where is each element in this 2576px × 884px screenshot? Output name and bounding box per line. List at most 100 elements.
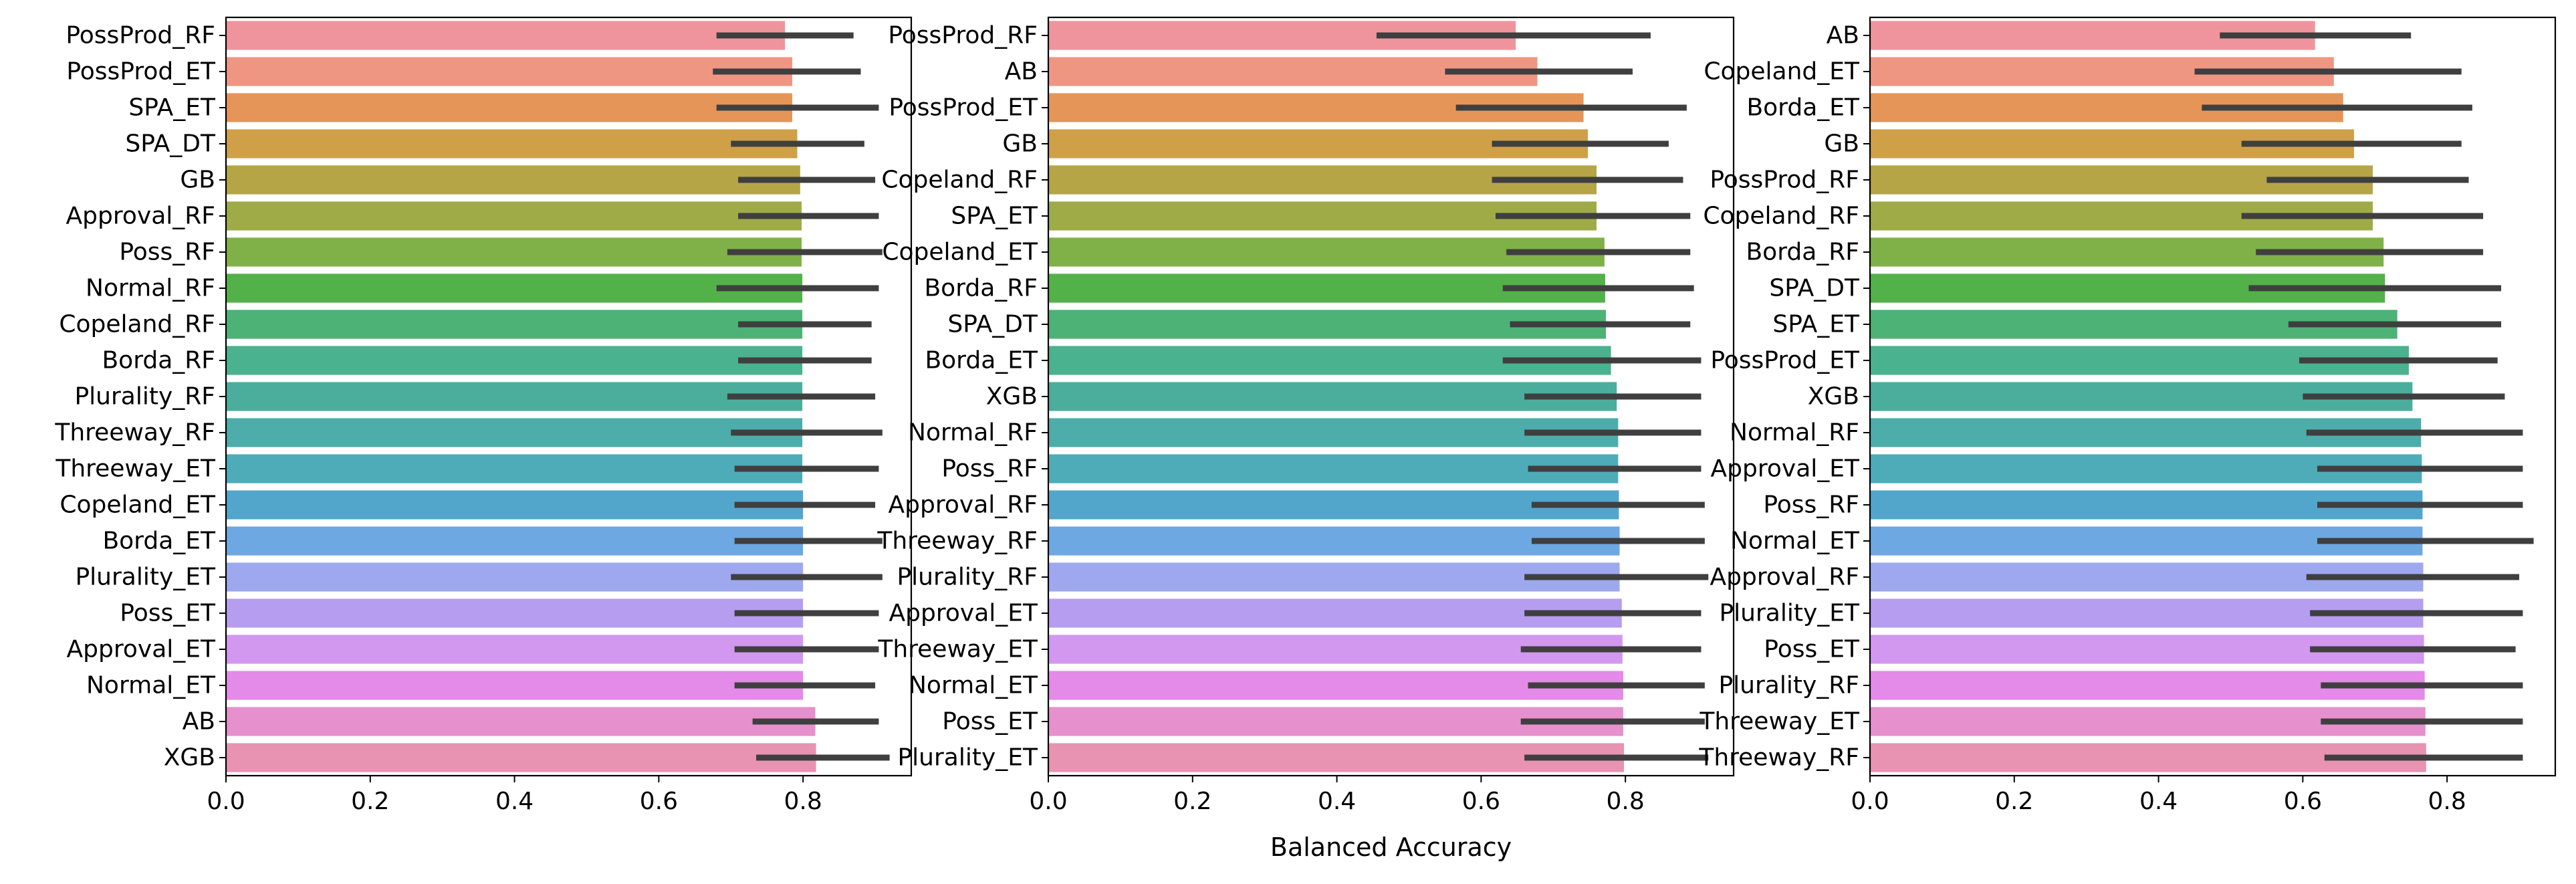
- category-label: SPA_DT: [947, 311, 1038, 338]
- category-label: Plurality_RF: [74, 383, 215, 411]
- category-label: GB: [1002, 130, 1038, 158]
- category-label: XGB: [164, 744, 215, 772]
- bar-normal-rf: [226, 273, 803, 303]
- category-label: Normal_RF: [908, 419, 1038, 447]
- category-label: GB: [1824, 130, 1859, 158]
- category-label: Borda_RF: [924, 275, 1038, 302]
- x-tick-label: 0.4: [495, 788, 534, 815]
- category-label: Poss_RF: [941, 455, 1038, 483]
- category-label: Poss_ET: [1764, 636, 1860, 663]
- category-label: Borda_ET: [1746, 94, 1860, 122]
- category-label: Copeland_ET: [882, 239, 1038, 266]
- panel-left: PossProd_RF PossProd_ET SPA_ET SPA_DT GB Appr…: [54, 16, 913, 815]
- category-label: Threeway_ET: [55, 455, 216, 483]
- x-tick-label: 0.0: [1029, 788, 1067, 815]
- category-label: AB: [1827, 22, 1859, 49]
- panel-middle: PossProd_RF AB PossProd_ET GB Copeland_RF SPA…: [876, 16, 1735, 862]
- bar-poss-rf: [1048, 454, 1619, 483]
- bar-approval-rf: [226, 201, 802, 231]
- category-label: PossProd_RF: [66, 22, 215, 49]
- category-label: Approval_RF: [1710, 564, 1859, 591]
- bar-normal-rf: [1048, 418, 1619, 447]
- bar-borda-rf: [226, 346, 803, 375]
- x-tick-label: 0.6: [2284, 788, 2322, 815]
- category-label: SPA_DT: [1769, 275, 1860, 302]
- x-tick-label: 0.2: [1995, 788, 2033, 815]
- bar-threeway-et: [226, 454, 803, 483]
- category-label: Approval_ET: [889, 600, 1038, 627]
- category-label: Plurality_ET: [1719, 600, 1860, 627]
- x-tick-label: 0.0: [207, 788, 245, 815]
- category-label: PossProd_RF: [888, 22, 1038, 49]
- bar-possprod-rf: [226, 21, 786, 50]
- x-tick-label: 0.6: [1462, 788, 1500, 815]
- category-label: Threeway_ET: [877, 636, 1038, 663]
- bar-poss-et: [226, 598, 804, 628]
- bar-ab: [226, 707, 816, 736]
- category-label: SPA_DT: [125, 130, 216, 158]
- category-label: Plurality_RF: [1718, 672, 1859, 699]
- category-label: Poss_RF: [1763, 491, 1859, 519]
- category-label: Normal_ET: [1730, 528, 1860, 555]
- category-label: Copeland_ET: [60, 491, 216, 519]
- category-label: Plurality_RF: [897, 564, 1038, 591]
- category-label: XGB: [986, 383, 1038, 411]
- panel-right: AB Copeland_ET Borda_ET GB PossProd_RF Copela…: [1698, 16, 2557, 815]
- category-label: Approval_RF: [889, 491, 1038, 519]
- category-label: GB: [180, 167, 215, 194]
- bar-gb: [226, 165, 800, 195]
- category-label: PossProd_ET: [889, 94, 1038, 122]
- category-label: SPA_ET: [1772, 311, 1860, 338]
- category-label: PossProd_RF: [1710, 167, 1859, 194]
- x-tick-label: 0.8: [2428, 788, 2466, 815]
- bar-threeway-rf: [1048, 526, 1620, 556]
- bar-poss-rf: [226, 237, 802, 267]
- category-label: Normal_ET: [86, 672, 216, 699]
- category-label: Threeway_RF: [54, 419, 215, 447]
- bar-threeway-rf: [226, 418, 803, 447]
- category-label: Approval_RF: [66, 203, 215, 230]
- category-label: Copeland_RF: [881, 167, 1038, 194]
- category-label: PossProd_ET: [66, 58, 216, 86]
- bar-approval-et: [226, 635, 804, 664]
- category-label: Copeland_RF: [59, 311, 215, 338]
- category-label: Plurality_ET: [75, 564, 216, 591]
- category-label: Poss_ET: [942, 708, 1038, 736]
- category-label: Approval_ET: [1711, 455, 1860, 483]
- category-label: Threeway_RF: [1698, 744, 1859, 772]
- x-tick-label: 0.4: [1318, 788, 1356, 815]
- x-tick-label: 0.0: [1851, 788, 1889, 815]
- bar-borda-et: [226, 526, 804, 556]
- x-tick-label: 0.6: [640, 788, 678, 815]
- category-label: AB: [1005, 58, 1038, 86]
- category-label: XGB: [1808, 383, 1859, 411]
- category-label: Threeway_ET: [1699, 708, 1860, 736]
- bar-copeland-et: [226, 490, 804, 520]
- category-label: PossProd_ET: [1710, 347, 1860, 374]
- bar-normal-et: [226, 671, 804, 700]
- bar-possprod-et: [226, 57, 792, 86]
- x-tick-label: 0.8: [784, 788, 822, 815]
- x-tick-label: 0.2: [351, 788, 389, 815]
- x-tick-label: 0.2: [1173, 788, 1211, 815]
- bar-xgb: [1048, 382, 1617, 411]
- category-label: Threeway_RF: [876, 528, 1038, 555]
- x-tick-label: 0.4: [2139, 788, 2178, 815]
- category-label: Borda_RF: [102, 347, 215, 374]
- x-axis-title: Balanced Accuracy: [1270, 833, 1512, 862]
- bar-spa-et: [226, 93, 792, 122]
- bar-plurality-et: [226, 562, 804, 592]
- category-label: Approval_ET: [67, 636, 216, 663]
- bar-spa-dt: [226, 129, 798, 158]
- category-label: Poss_RF: [119, 239, 215, 266]
- category-label: Borda_RF: [1746, 239, 1859, 266]
- category-label: Poss_ET: [120, 600, 216, 627]
- bar-plurality-rf: [226, 382, 803, 411]
- category-label: Borda_ET: [102, 528, 216, 555]
- category-label: SPA_ET: [951, 203, 1038, 230]
- category-label: Borda_ET: [925, 347, 1038, 374]
- category-label: Plurality_ET: [897, 744, 1038, 772]
- bar-copeland-rf: [226, 310, 803, 339]
- category-label: AB: [183, 708, 215, 736]
